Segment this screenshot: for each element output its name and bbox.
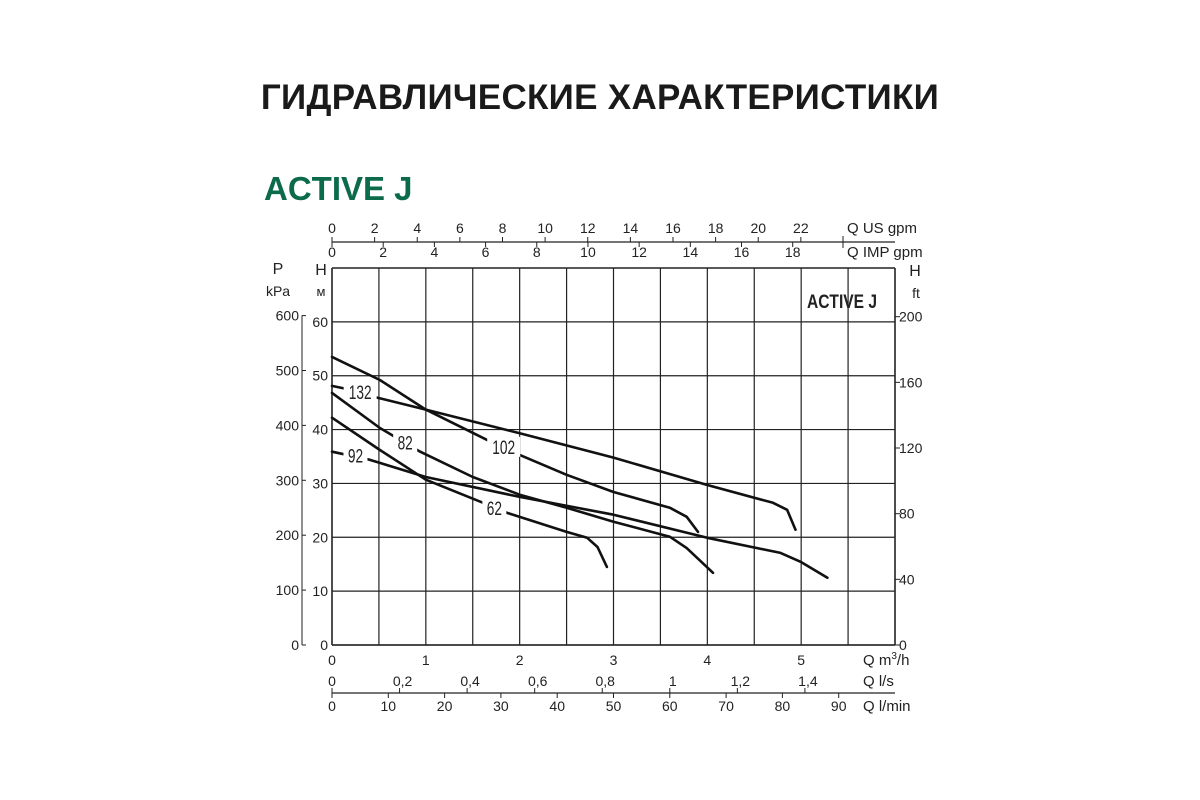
y-axis-label-h: H [315,262,327,279]
page-title: ГИДРАВЛИЧЕСКИЕ ХАРАКТЕРИСТИКИ [260,78,940,117]
y-tick-label-m: 10 [312,583,328,599]
y-tick-label-kpa: 300 [276,472,300,488]
x-tick-label-imp-gpm: 4 [430,244,438,260]
x-tick-label-lmin: 60 [662,698,678,714]
model-title: ACTIVE J [264,170,413,207]
y-tick-label-m: 50 [312,368,328,384]
y-tick-label-kpa: 200 [276,527,300,543]
x-tick-label-m3h: 0 [328,652,336,668]
y-tick-label-kpa: 100 [276,582,300,598]
y-tick-label-ft: 0 [899,637,907,653]
x-tick-label-m3h: 5 [797,652,805,668]
x-tick-label-us-gpm: 8 [499,220,507,236]
curve-label-102: 102 [492,437,515,459]
x-tick-label-m3h: 3 [610,652,618,668]
x-axis-label-imp-gpm: Q IMP gpm [847,244,923,261]
curve-label-62: 62 [487,498,502,520]
x-tick-label-lmin: 20 [437,698,453,714]
pump-curve-92 [330,450,829,579]
x-tick-label-us-gpm: 18 [708,220,724,236]
y-tick-label-kpa: 600 [276,308,300,324]
x-tick-label-us-gpm: 14 [623,220,639,236]
x-tick-label-lmin: 0 [328,698,336,714]
x-tick-label-imp-gpm: 12 [631,244,647,260]
x-tick-label-us-gpm: 22 [793,220,809,236]
y-tick-label-ft: 120 [899,440,923,456]
x-tick-label-imp-gpm: 6 [482,244,490,260]
x-axis-label-lmin: Q l/min [863,698,911,715]
x-axis-label-m3h: Q m3/h [863,651,909,669]
y-tick-label-m: 60 [312,314,328,330]
x-tick-label-lmin: 90 [831,698,847,714]
y-tick-label-kpa: 500 [276,362,300,378]
curve-label-92: 92 [348,445,363,467]
x-tick-label-ls: 0,2 [393,673,413,689]
x-tick-label-imp-gpm: 18 [785,244,801,260]
y-axis-label-h-ft: H [909,263,921,280]
x-tick-label-imp-gpm: 2 [379,244,387,260]
y-axis-label-p: P [273,261,284,278]
x-tick-label-lmin: 70 [718,698,734,714]
x-tick-label-ls: 1,4 [798,673,818,689]
x-tick-label-ls: 0 [328,673,336,689]
x-tick-label-imp-gpm: 8 [533,244,541,260]
y-tick-label-kpa: 400 [276,417,300,433]
curve-label-bg [393,432,418,453]
x-tick-label-lmin: 10 [381,698,397,714]
x-axis-label-us-gpm: Q US gpm [847,220,917,237]
y-tick-label-ft: 160 [899,374,923,390]
x-tick-label-us-gpm: 16 [665,220,681,236]
x-tick-label-m3h: 2 [516,652,524,668]
curve-label-82: 82 [398,432,413,454]
y-tick-label-m: 40 [312,422,328,438]
x-tick-label-lmin: 40 [549,698,565,714]
y-axis-unit-kpa: kPa [266,283,290,299]
x-tick-label-ls: 1 [669,673,677,689]
y-tick-label-ft: 200 [899,309,923,325]
x-tick-label-imp-gpm: 10 [580,244,596,260]
curve-label-bg [343,445,368,466]
x-tick-label-lmin: 50 [606,698,622,714]
curve-label-bg [343,381,377,402]
y-tick-label-m: 20 [312,529,328,545]
x-tick-label-ls: 0,8 [596,673,616,689]
pump-curve-62 [330,416,609,569]
curve-label-bg [487,436,521,457]
y-tick-label-m: 30 [312,475,328,491]
plot-model-label: ACTIVE J [807,291,877,313]
x-tick-label-us-gpm: 2 [371,220,379,236]
x-tick-label-ls: 0,6 [528,673,548,689]
y-tick-label-m: 0 [320,637,328,653]
x-tick-label-lmin: 80 [775,698,791,714]
y-axis-unit-m: м [317,284,326,299]
x-tick-label-lmin: 30 [493,698,509,714]
x-tick-label-m3h: 1 [422,652,430,668]
x-tick-label-imp-gpm: 16 [734,244,750,260]
y-tick-label-kpa: 0 [291,637,299,653]
pump-curve-102 [330,355,700,534]
y-axis-unit-ft: ft [912,285,920,301]
x-tick-label-us-gpm: 0 [328,220,336,236]
y-tick-label-ft: 80 [899,506,915,522]
x-tick-label-us-gpm: 20 [750,220,766,236]
curve-label-bg [482,498,507,519]
curve-label-132: 132 [349,382,372,404]
y-tick-label-ft: 40 [899,571,915,587]
x-tick-label-us-gpm: 4 [413,220,421,236]
x-tick-label-us-gpm: 10 [537,220,553,236]
x-tick-label-imp-gpm: 0 [328,244,336,260]
x-tick-label-m3h: 4 [703,652,711,668]
x-tick-label-ls: 1,2 [731,673,751,689]
x-tick-label-imp-gpm: 14 [683,244,699,260]
x-tick-label-us-gpm: 6 [456,220,464,236]
x-axis-label-ls: Q l/s [863,673,894,690]
x-tick-label-ls: 0,4 [460,673,480,689]
x-tick-label-us-gpm: 12 [580,220,596,236]
